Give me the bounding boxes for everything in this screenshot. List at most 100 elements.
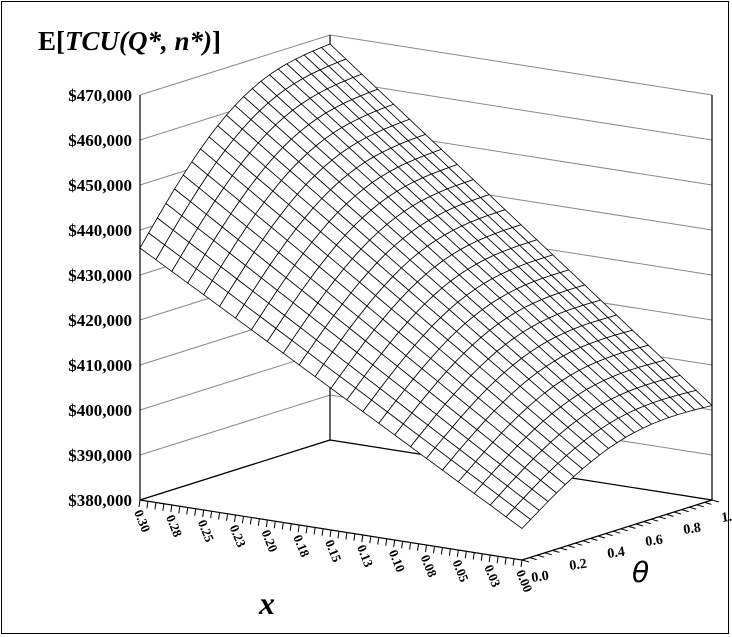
theta-tick-mark: [689, 506, 697, 510]
x-tick-mark: [265, 519, 268, 528]
x-tick-mark: [226, 513, 229, 521]
title-suffix: ]: [212, 26, 221, 56]
x-tick-mark: [417, 543, 420, 551]
x-tick-mark: [385, 538, 388, 546]
theta-tick-mark: [681, 509, 689, 513]
x-tick-mark: [273, 521, 276, 529]
theta-tick-mark: [704, 501, 712, 505]
theta-tick-label: 0.0: [530, 569, 549, 586]
x-tick-mark: [210, 511, 213, 519]
theta-axis-label: θ: [632, 556, 649, 589]
theta-tick-mark: [590, 537, 598, 541]
x-tick-mark: [432, 546, 435, 554]
x-tick-mark: [202, 509, 205, 518]
theta-tick-mark: [544, 552, 552, 556]
x-tick-mark: [194, 508, 197, 516]
z-tick-label: $430,000: [68, 266, 132, 285]
x-axis-label: x: [258, 585, 275, 621]
theta-tick-label: 0.4: [606, 545, 625, 562]
theta-tick-mark: [673, 511, 682, 515]
x-tick-mark: [440, 547, 443, 555]
x-tick-label: 0.10: [386, 548, 408, 575]
chart-title: E[TCU(Q*, n*)]: [38, 26, 221, 57]
x-tick-mark: [401, 541, 404, 549]
x-tick-mark: [345, 532, 348, 540]
x-tick-mark: [218, 512, 221, 520]
x-tick-mark: [464, 551, 467, 559]
x-tick-mark: [234, 514, 236, 523]
x-tick-mark: [313, 527, 316, 535]
x-tick-mark: [178, 506, 181, 514]
z-tick-label: $420,000: [68, 311, 132, 330]
x-tick-label: 0.03: [481, 563, 504, 590]
x-tick-mark: [448, 548, 451, 556]
x-tick-mark: [321, 528, 324, 536]
x-tick-mark: [488, 554, 491, 563]
theta-tick-mark: [605, 533, 613, 537]
x-tick-mark: [186, 507, 189, 515]
theta-tick-mark: [666, 513, 674, 517]
x-tick-mark: [154, 502, 157, 510]
x-tick-mark: [329, 529, 332, 538]
theta-tick-mark: [613, 530, 621, 534]
z-tick-label: $390,000: [68, 446, 132, 465]
x-tick-label: 0.23: [227, 523, 250, 550]
theta-tick-mark: [597, 535, 606, 539]
x-tick-mark: [353, 533, 356, 541]
theta-tick-label: 0.6: [644, 533, 663, 550]
axis-edge: [521, 499, 713, 561]
x-tick-mark: [393, 539, 396, 548]
surface-mesh: [139, 43, 713, 530]
x-tick-label: 0.05: [450, 558, 473, 585]
surface-cell: [505, 506, 532, 530]
x-tick-mark: [297, 524, 300, 533]
theta-tick-mark: [529, 557, 537, 561]
x-tick-label: 0.28: [163, 513, 186, 540]
z-tick-label: $440,000: [68, 221, 132, 240]
z-tick-label: $460,000: [68, 131, 132, 150]
x-tick-mark: [361, 534, 364, 543]
x-tick-mark: [305, 526, 308, 534]
x-tick-mark: [496, 556, 499, 564]
x-tick-mark: [337, 531, 340, 539]
axis-edge: [139, 439, 331, 501]
x-tick-label: 0.18: [290, 533, 313, 560]
theta-tick-mark: [575, 542, 583, 546]
x-tick-mark: [249, 517, 252, 525]
x-tick-mark: [241, 516, 244, 524]
theta-tick-mark: [628, 525, 636, 529]
x-tick-label: 0.08: [418, 553, 441, 580]
x-tick-mark: [138, 499, 141, 508]
x-tick-mark: [369, 536, 372, 544]
theta-tick-mark: [711, 499, 720, 503]
z-gridline: [139, 34, 713, 96]
theta-tick-mark: [559, 547, 568, 551]
theta-tick-mark: [651, 518, 659, 522]
x-tick-mark: [520, 559, 523, 568]
theta-tick-label: 1.0: [720, 509, 732, 526]
theta-tick-label: 0.8: [682, 521, 701, 538]
theta-tick-mark: [658, 516, 666, 520]
x-tick-label: 0.20: [259, 528, 281, 555]
title-prefix: E[: [38, 26, 65, 56]
theta-tick-mark: [521, 559, 530, 563]
x-tick-mark: [504, 557, 507, 565]
title-italic: TCU(Q*, n*): [65, 26, 212, 56]
x-tick-mark: [377, 537, 380, 545]
x-tick-mark: [512, 558, 515, 566]
z-tick-label: $380,000: [68, 491, 132, 510]
theta-tick-mark: [567, 545, 575, 549]
theta-tick-mark: [643, 521, 651, 525]
x-tick-mark: [409, 542, 412, 550]
theta-tick-mark: [582, 540, 590, 544]
x-tick-mark: [480, 553, 483, 561]
x-tick-mark: [456, 549, 459, 558]
theta-tick-label: 0.2: [568, 557, 587, 574]
z-tick-label: $400,000: [68, 401, 132, 420]
x-tick-mark: [162, 503, 165, 511]
x-tick-mark: [146, 501, 149, 509]
z-tick-label: $450,000: [68, 176, 132, 195]
axes: [138, 35, 720, 568]
x-tick-mark: [170, 504, 173, 513]
